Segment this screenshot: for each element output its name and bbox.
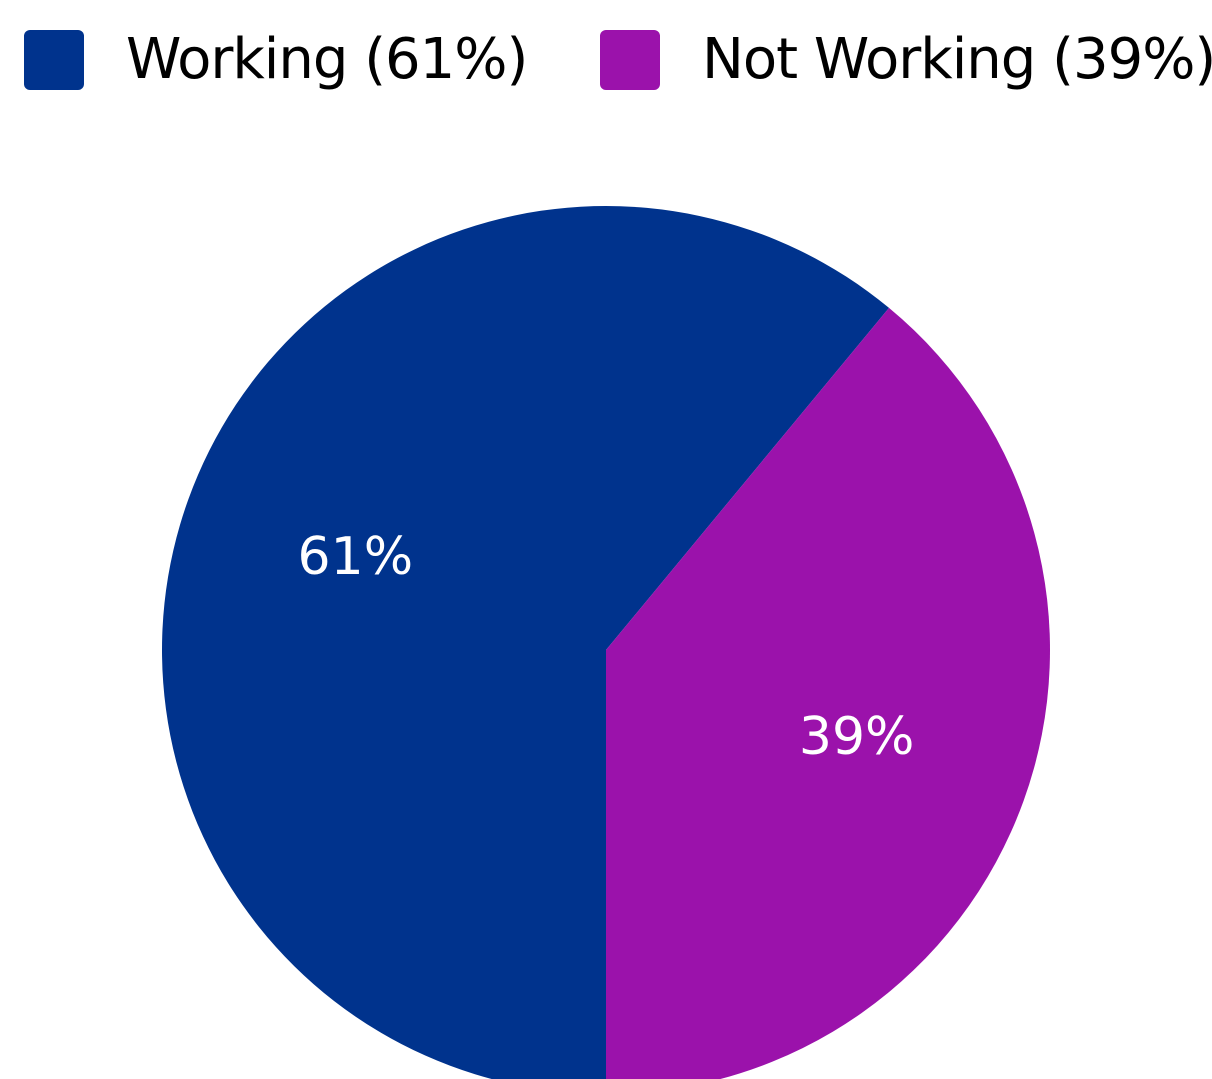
legend-swatch-not-working bbox=[600, 30, 660, 90]
legend-label-working: Working (61%) bbox=[126, 27, 528, 92]
pie-slice-not-working bbox=[606, 307, 1050, 1079]
legend-item-working: Working (61%) bbox=[24, 20, 528, 100]
legend-item-not-working: Not Working (39%) bbox=[600, 20, 1212, 100]
pie-data-labels: 61% 39% bbox=[298, 527, 915, 767]
legend-swatch-working bbox=[24, 30, 84, 90]
pie-slices bbox=[162, 206, 1050, 1079]
legend-label-not-working: Not Working (39%) bbox=[702, 27, 1212, 92]
chart-legend: Working (61%) Not Working (39%) bbox=[0, 20, 1212, 110]
data-label-working: 61% bbox=[298, 527, 414, 587]
pie-slice-working bbox=[162, 206, 890, 1079]
data-label-not-working: 39% bbox=[799, 707, 915, 767]
